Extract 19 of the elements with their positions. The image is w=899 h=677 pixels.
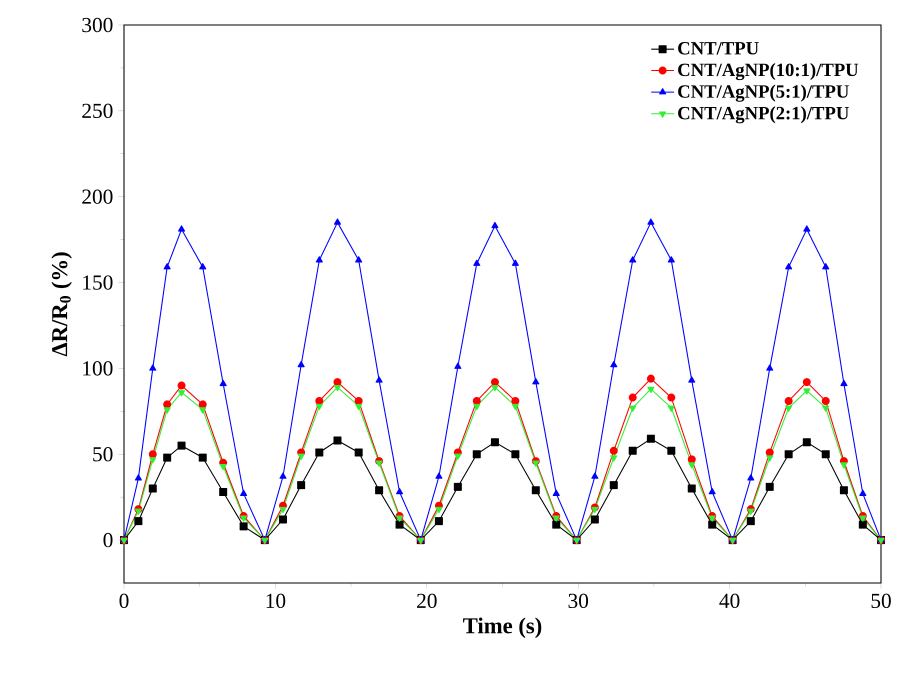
x-tick-label: 0 [119, 594, 129, 608]
x-tick-label: 10 [266, 594, 286, 608]
x-tick-label: 20 [417, 594, 437, 608]
legend-label: CNT/AgNP(10:1)/TPU [678, 63, 858, 80]
x-axis-title: Time (s) [463, 617, 542, 638]
y-axis-title: ΔR/R$_{0}$ (%) [51, 252, 72, 356]
x-tick-label: 40 [719, 594, 740, 608]
y-tick-label: 250 [82, 104, 113, 118]
x-tick-label: 50 [872, 594, 891, 608]
y-tick-label: 150 [83, 275, 113, 290]
y-tick-label: 200 [82, 189, 113, 204]
legend-label: CNT/AgNP(5:1)/TPU [678, 84, 849, 102]
y-tick-label: 0 [103, 532, 113, 548]
x-tick-label: 30 [568, 594, 588, 608]
y-tick-label: 300 [82, 18, 113, 32]
legend-label: CNT/TPU [678, 42, 759, 55]
legend-label: CNT/AgNP(2:1)/TPU [678, 106, 849, 124]
y-tick-label: 50 [93, 447, 113, 462]
y-tick-label: 100 [83, 361, 113, 376]
